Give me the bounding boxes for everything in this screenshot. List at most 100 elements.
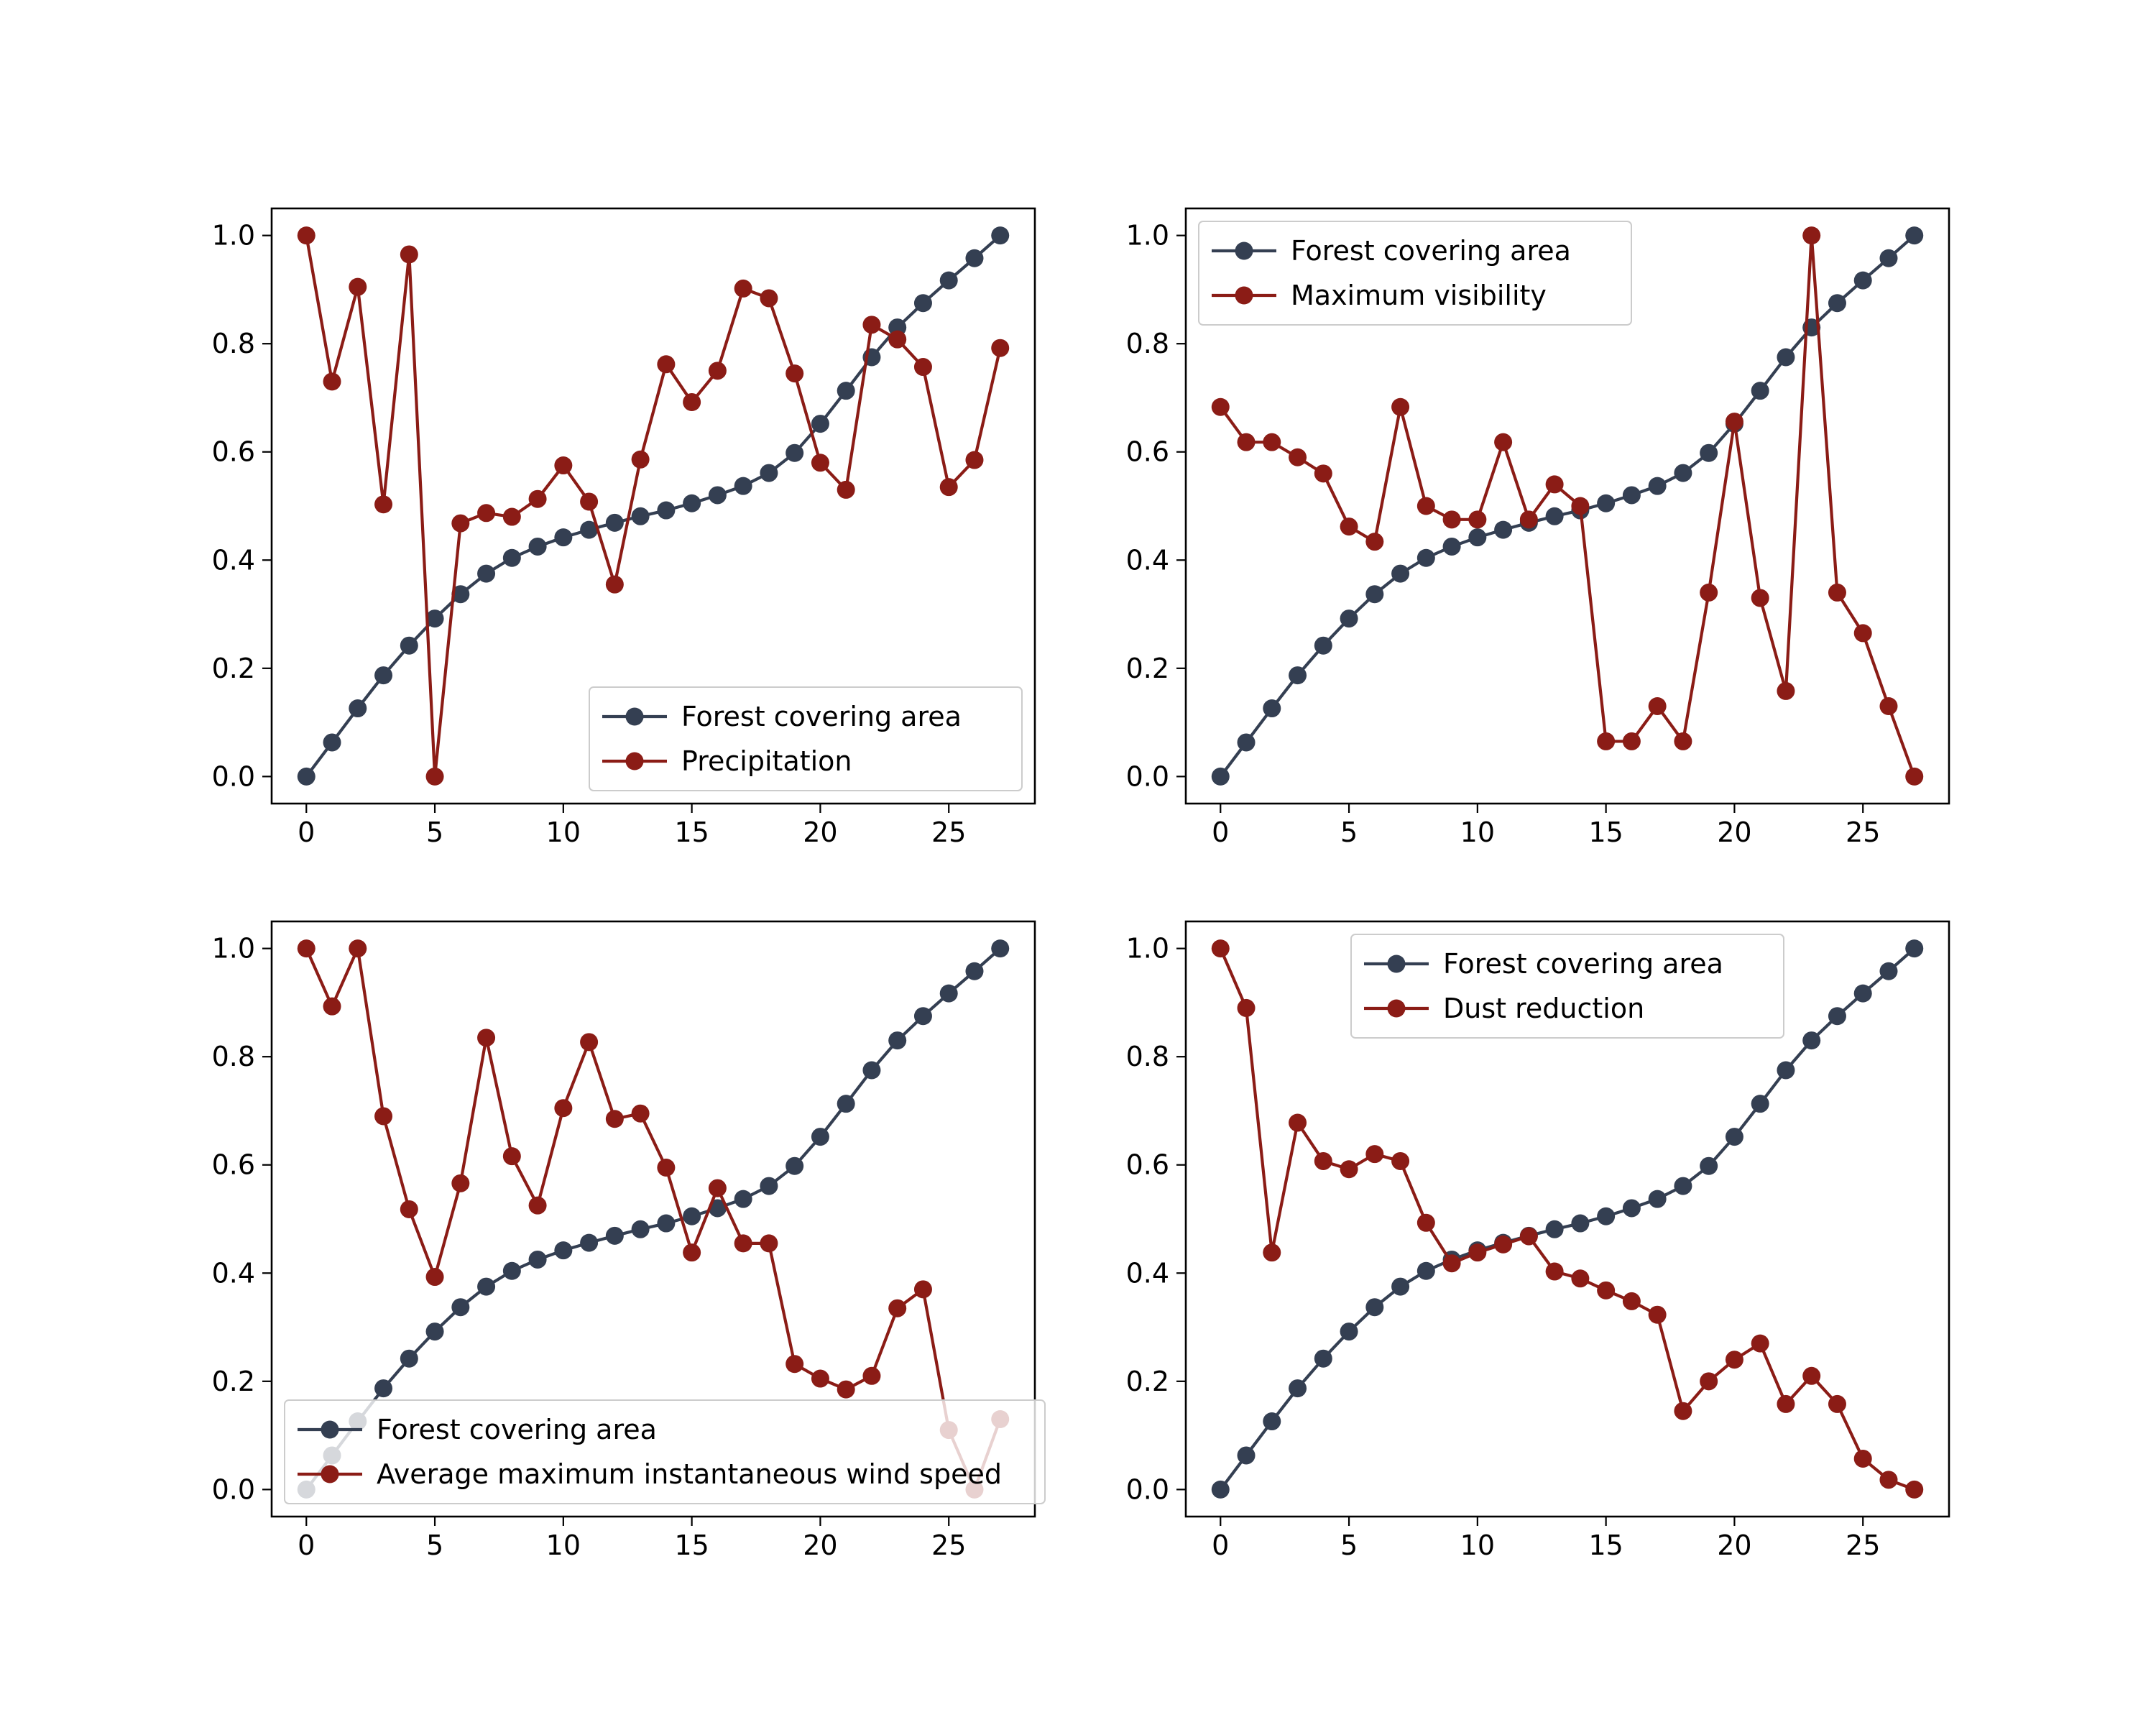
data-point <box>1674 732 1692 750</box>
data-point <box>1365 1145 1384 1164</box>
data-point <box>1802 226 1821 245</box>
data-point <box>1597 494 1616 512</box>
y-tick-label: 0.6 <box>1126 436 1169 468</box>
data-point <box>349 277 367 296</box>
data-point <box>657 501 676 520</box>
legend-marker-handle <box>1235 242 1253 260</box>
legend-label: Forest covering area <box>377 1414 657 1445</box>
data-point <box>528 1250 547 1269</box>
x-tick-label: 0 <box>298 1530 315 1561</box>
data-point <box>1777 348 1795 367</box>
data-point <box>1674 1402 1692 1420</box>
data-point <box>1289 1379 1307 1398</box>
data-point <box>1468 1243 1487 1262</box>
data-point <box>323 733 341 752</box>
data-point <box>631 507 650 525</box>
data-point <box>400 1349 418 1368</box>
data-point <box>1622 486 1641 505</box>
data-point <box>1905 939 1924 958</box>
legend: Forest covering area Dust reduction <box>1350 934 1784 1039</box>
legend-marker-handle <box>1387 999 1406 1018</box>
data-point <box>837 382 855 400</box>
data-point <box>837 480 855 499</box>
data-point <box>374 1107 393 1126</box>
subplot-4: 0.0 0.2 0.4 0.6 0.8 1.0 0 5 10 15 20 25 Forest cover… <box>1126 920 1950 1561</box>
subplot-3: 0.0 0.2 0.4 0.6 0.8 1.0 0 5 10 15 20 25 Forest cover… <box>212 920 1046 1561</box>
data-point <box>1416 1213 1435 1232</box>
series-line <box>305 947 1002 1491</box>
legend-box <box>589 686 1023 791</box>
data-point <box>297 767 315 786</box>
data-point <box>554 1241 573 1260</box>
x-tick-label: 5 <box>1340 1530 1358 1561</box>
data-point <box>1365 1298 1384 1317</box>
data-point <box>786 443 804 462</box>
data-point <box>1622 1292 1641 1310</box>
data-point <box>811 1369 829 1388</box>
data-point <box>400 245 418 264</box>
data-point <box>939 271 958 290</box>
data-point <box>1571 497 1590 515</box>
series-line <box>1219 234 1916 778</box>
x-tick-label: 15 <box>674 1530 709 1561</box>
data-point <box>1879 249 1898 267</box>
data-point <box>425 610 444 628</box>
data-point <box>451 1298 470 1317</box>
y-tick-label: 0.6 <box>1126 1149 1169 1181</box>
data-point <box>991 226 1010 245</box>
data-point <box>1263 699 1281 718</box>
series-line <box>1219 947 1915 1491</box>
y-tick-label: 1.0 <box>1126 933 1169 965</box>
data-point <box>708 1179 727 1197</box>
y-tick-label: 0.0 <box>212 760 255 792</box>
legend-marker-handle <box>625 707 644 726</box>
x-tick-label: 5 <box>426 816 443 848</box>
data-point <box>1237 433 1256 451</box>
data-point <box>1648 1190 1667 1208</box>
data-point <box>786 364 804 383</box>
series-factor <box>297 226 1010 786</box>
series-forest-covering-area <box>297 226 1010 786</box>
data-point <box>1802 1366 1821 1385</box>
data-point <box>1648 477 1667 495</box>
data-point <box>1237 733 1256 752</box>
legend-marker-handle <box>1387 954 1406 973</box>
data-point <box>1751 589 1769 607</box>
data-point <box>1674 464 1692 482</box>
data-point <box>888 1031 907 1050</box>
data-point <box>837 1380 855 1399</box>
data-point <box>1211 1480 1230 1499</box>
data-point <box>734 1234 752 1253</box>
data-point <box>1853 1449 1872 1468</box>
series-forest-covering-area <box>297 939 1010 1499</box>
data-point <box>657 355 676 374</box>
data-point <box>631 1104 650 1123</box>
data-point <box>297 226 315 245</box>
data-point <box>811 415 829 433</box>
data-point <box>580 520 599 539</box>
x-tick-label: 25 <box>931 1530 966 1561</box>
data-point <box>451 585 470 604</box>
data-point <box>374 666 393 685</box>
data-point <box>502 507 521 526</box>
legend-box <box>284 1399 1046 1504</box>
y-tick-label: 0.2 <box>212 1366 255 1397</box>
y-tick-label: 0.8 <box>1126 328 1169 359</box>
data-point <box>965 249 984 267</box>
y-tick-label: 0.8 <box>1126 1041 1169 1072</box>
x-tick-label: 15 <box>674 816 709 848</box>
data-point <box>605 1226 624 1245</box>
data-point <box>1340 610 1358 628</box>
data-point <box>605 575 624 594</box>
data-point <box>1545 1220 1564 1238</box>
data-point <box>1263 1243 1281 1262</box>
data-point <box>862 316 881 334</box>
data-point <box>1622 732 1641 750</box>
data-point <box>1879 697 1898 716</box>
data-point <box>1700 443 1718 462</box>
data-point <box>1519 1227 1538 1246</box>
data-point <box>1237 998 1256 1017</box>
data-point <box>1828 1394 1846 1413</box>
x-tick-label: 10 <box>546 1530 581 1561</box>
data-point <box>1391 1151 1410 1170</box>
